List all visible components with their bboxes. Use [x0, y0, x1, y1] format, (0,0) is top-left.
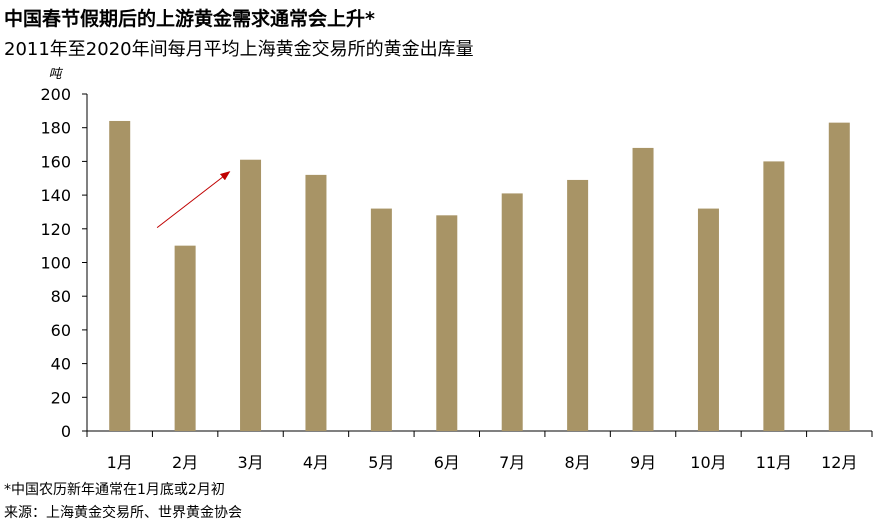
y-axis-tick-label: 80: [51, 287, 71, 306]
y-axis-tick-label: 180: [40, 119, 71, 138]
chart-footnote: *中国农历新年通常在1月底或2月初: [4, 482, 225, 498]
x-axis-tick-label: 4月: [303, 453, 329, 472]
bar-8: [567, 179, 589, 431]
chart-title: 中国春节假期后的上游黄金需求通常会上升*: [4, 8, 375, 30]
y-axis-tick-label: 140: [40, 186, 71, 205]
y-axis-tick-label: 20: [51, 388, 71, 407]
bar-6: [436, 215, 458, 431]
x-axis-tick-label: 8月: [565, 453, 591, 472]
x-axis-tick-label: 11月: [756, 453, 792, 472]
y-axis-unit-label: 吨: [48, 67, 63, 82]
bar-7: [501, 193, 523, 431]
bar-10: [697, 208, 719, 431]
bar-2: [174, 245, 196, 431]
y-axis-tick-label: 100: [40, 254, 71, 273]
bar-4: [305, 174, 327, 431]
y-axis-tick-label: 60: [51, 321, 71, 340]
x-axis-tick-label: 12月: [821, 453, 857, 472]
y-axis-tick-label: 40: [51, 355, 71, 374]
bar-5: [370, 208, 392, 431]
bar-12: [828, 122, 850, 432]
bar-9: [632, 147, 654, 432]
chart-source: 来源：上海黄金交易所、世界黄金协会: [4, 505, 242, 521]
chart-subtitle: 2011年至2020年间每月平均上海黄金交易所的黄金出库量: [4, 39, 474, 60]
y-axis-tick-label: 200: [40, 85, 71, 104]
x-axis-tick-label: 5月: [368, 453, 394, 472]
y-axis-tick-label: 120: [40, 220, 71, 239]
x-axis-tick-label: 1月: [107, 453, 133, 472]
x-axis-tick-label: 3月: [237, 453, 263, 472]
annotation-arrow: [156, 171, 231, 229]
x-axis-tick-label: 9月: [630, 453, 656, 472]
y-axis-tick-label: 0: [61, 422, 71, 441]
x-axis-tick-label: 10月: [690, 453, 726, 472]
bar-11: [763, 161, 785, 431]
bar-3: [240, 159, 262, 431]
x-axis-tick-label: 6月: [434, 453, 460, 472]
bar-1: [109, 120, 131, 432]
x-axis-tick-label: 7月: [499, 453, 525, 472]
x-axis-tick-label: 2月: [172, 453, 198, 472]
y-axis-tick-label: 160: [40, 152, 71, 171]
